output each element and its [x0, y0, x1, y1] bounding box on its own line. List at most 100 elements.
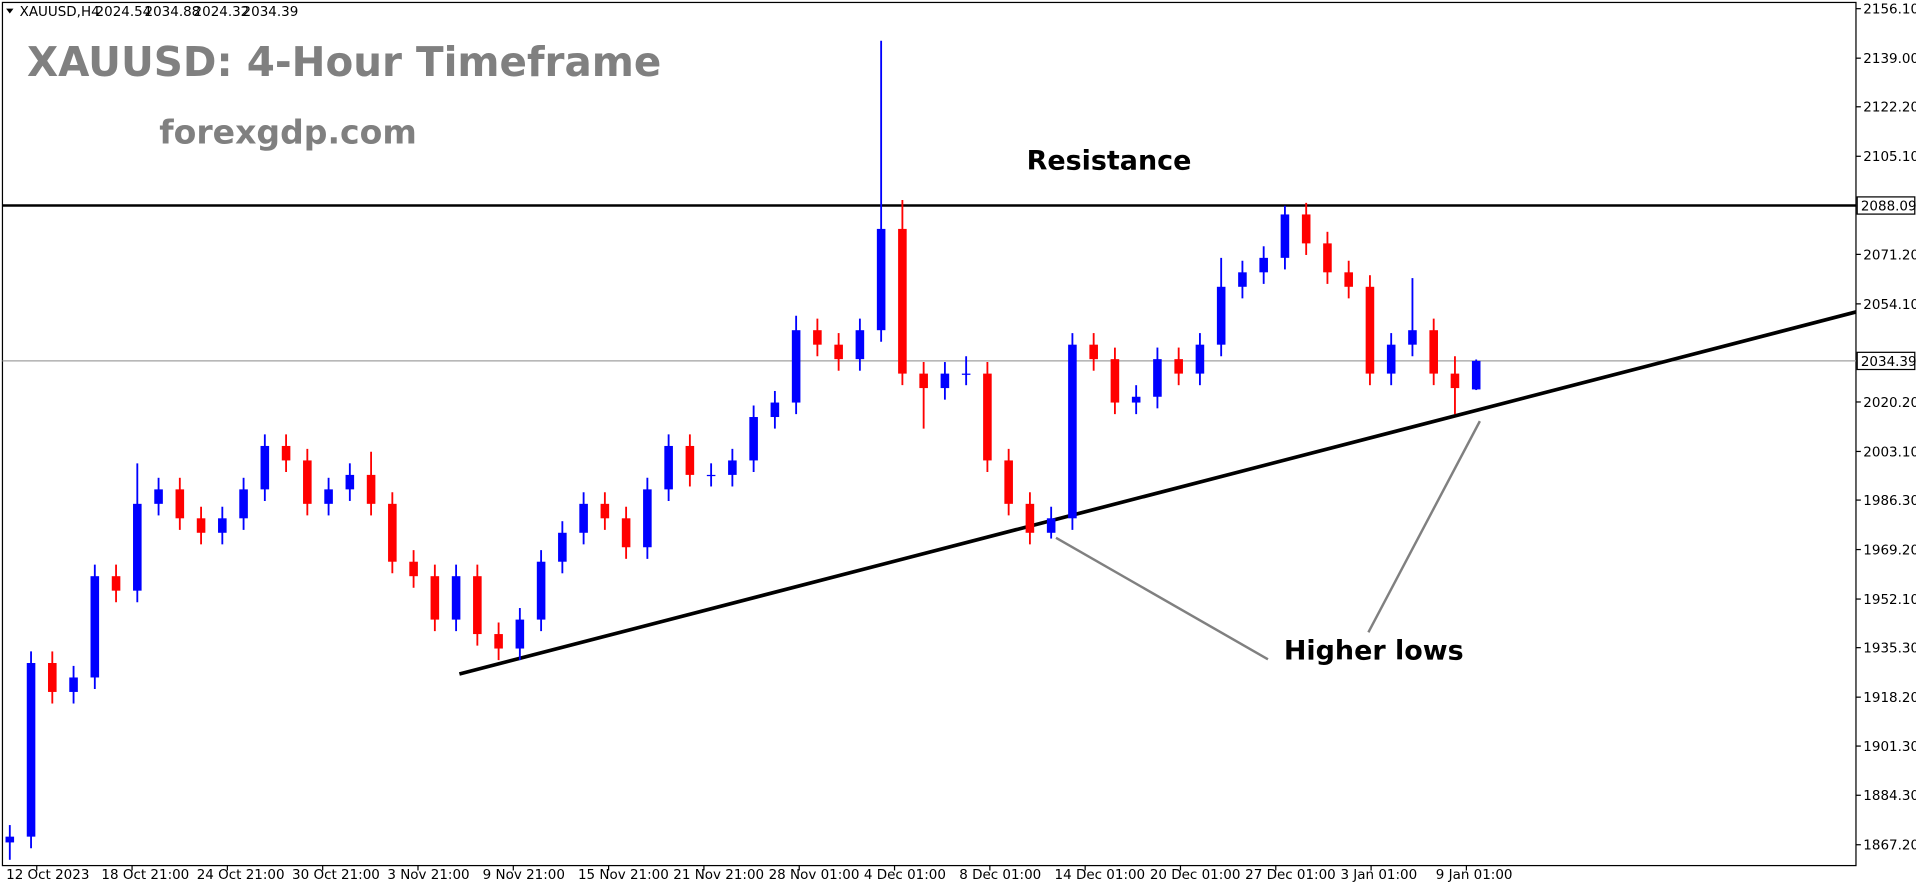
y-tick-label: 1884.30 [1863, 788, 1916, 804]
candle-body [1004, 460, 1013, 504]
x-tick-label: 24 Oct 21:00 [197, 867, 285, 883]
candle-body [388, 503, 397, 562]
y-tick-label: 2156.10 [1863, 2, 1916, 18]
candle-body [1110, 359, 1120, 403]
candle-body [133, 503, 142, 591]
candle-body [1131, 396, 1141, 403]
x-tick-label: 30 Oct 21:00 [292, 867, 380, 883]
y-tick-label: 1867.20 [1863, 838, 1916, 854]
candle-body [239, 489, 248, 519]
candle-body [1386, 344, 1396, 374]
candle-body [1174, 359, 1183, 374]
x-tick-label: 8 Dec 01:00 [959, 867, 1041, 883]
header-symbol: XAUUSD,H4 [20, 4, 100, 20]
y-tick-label: 2054.10 [1863, 297, 1916, 313]
last-price-label: 2034.39 [1861, 354, 1916, 370]
candle-body [473, 576, 482, 635]
header-low: 2024.32 [194, 4, 250, 20]
x-tick-label: 27 Dec 01:00 [1245, 867, 1336, 883]
candle-body [1429, 330, 1438, 374]
x-tick-label: 9 Nov 21:00 [483, 867, 565, 883]
menu-arrow [6, 8, 14, 14]
candle-body [1301, 214, 1311, 244]
candle-body [303, 460, 312, 504]
candle-body [749, 417, 758, 461]
candle-body [834, 344, 843, 360]
candle-body [685, 445, 695, 475]
candle-body [728, 460, 737, 475]
candle-body [1216, 286, 1226, 345]
y-tick-label: 2071.20 [1863, 247, 1916, 263]
y-tick-label: 2105.10 [1863, 149, 1916, 165]
candle-body [515, 619, 525, 649]
x-tick-label: 20 Dec 01:00 [1150, 867, 1241, 883]
candle-body [876, 228, 886, 331]
candle-body [1195, 344, 1205, 374]
candle-body [324, 489, 333, 504]
y-tick-label: 2139.00 [1863, 51, 1916, 67]
candle-body [600, 503, 610, 519]
chart-title: XAUUSD: 4-Hour Timeframe [27, 38, 661, 86]
candle-body [90, 576, 100, 678]
y-tick-label: 1935.30 [1863, 641, 1916, 657]
candle-body [1280, 214, 1290, 258]
candle-body [154, 489, 163, 504]
candle-body [1153, 359, 1162, 397]
candle-body [961, 373, 971, 375]
candle-body [281, 445, 291, 461]
candle-body [770, 402, 780, 418]
y-tick-label: 2122.20 [1863, 100, 1916, 116]
y-tick-label: 1969.20 [1863, 542, 1916, 558]
plot-frame [1, 1, 1857, 867]
x-tick-label: 15 Nov 21:00 [578, 867, 669, 883]
x-tick-label: 18 Oct 21:00 [101, 867, 189, 883]
candle-body [260, 445, 270, 490]
candle-body [983, 373, 992, 461]
candle-body [919, 373, 928, 389]
x-tick-label: 21 Nov 21:00 [673, 867, 764, 883]
candle-body [26, 663, 36, 837]
x-tick-label: 4 Dec 01:00 [864, 867, 946, 883]
candle-body [1323, 243, 1332, 273]
candle-body [898, 228, 907, 374]
candle-body [175, 489, 185, 519]
candle-body [111, 576, 121, 591]
candle-body [1046, 518, 1056, 533]
pointer-line [1367, 420, 1481, 633]
resistance-price: 2088.09 [1861, 198, 1916, 214]
header-high: 2034.88 [145, 4, 201, 20]
candle-body [345, 474, 355, 490]
candle-body [706, 474, 716, 477]
y-tick-label: 1901.30 [1863, 739, 1916, 755]
chart-subtitle: forexgdp.com [159, 113, 417, 152]
x-tick-label: 3 Jan 01:00 [1340, 867, 1417, 883]
candle-body [855, 330, 865, 360]
candle-body [218, 518, 227, 533]
candle-body [1068, 344, 1077, 519]
candle-body [196, 518, 206, 533]
candle-body [366, 474, 376, 504]
candle-body [664, 445, 673, 490]
candle-body [1259, 257, 1268, 273]
candle-body [1089, 344, 1098, 360]
candle-body [1408, 330, 1417, 345]
candle-body [1238, 272, 1247, 287]
x-tick-label: 14 Dec 01:00 [1055, 867, 1146, 883]
candle-body [643, 489, 652, 548]
candle-body [558, 532, 567, 562]
candle-body [579, 503, 588, 533]
candle-body [791, 330, 801, 403]
candle-body [813, 330, 822, 345]
y-tick-label: 1952.10 [1863, 592, 1916, 608]
y-tick-label: 1986.30 [1863, 493, 1916, 509]
candle-body [1344, 272, 1353, 287]
header-close: 2034.39 [243, 4, 299, 20]
support-label: Higher lows [1284, 635, 1464, 666]
candle-body [1025, 503, 1035, 533]
candle-body [5, 836, 15, 843]
candle-body [940, 373, 950, 389]
resistance-label: Resistance [1027, 145, 1192, 176]
